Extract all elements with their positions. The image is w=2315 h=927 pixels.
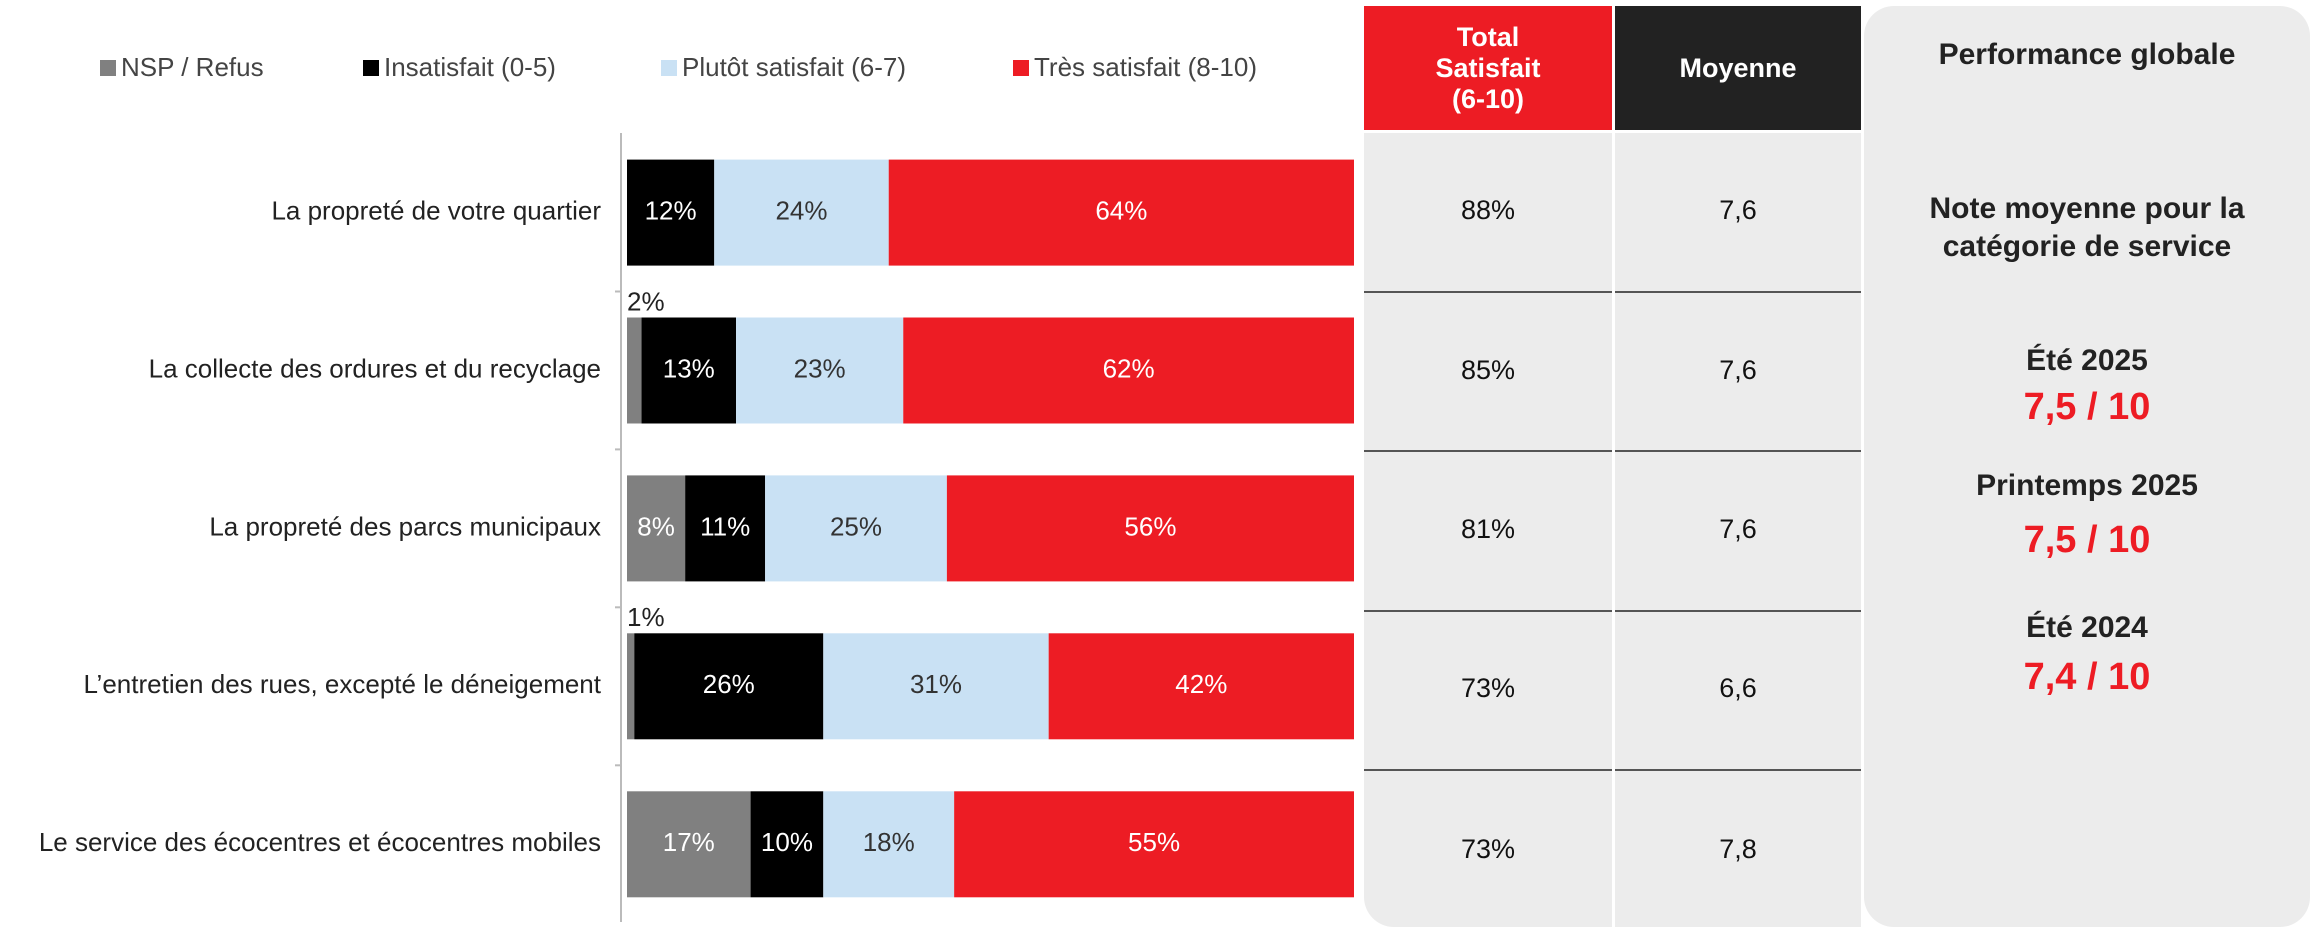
category-label: La collecte des ordures et du recyclage	[149, 353, 601, 383]
value-label: 62%	[1103, 353, 1155, 383]
period-score: 7,5 / 10	[2023, 519, 2151, 561]
value-label: 13%	[663, 353, 715, 383]
value-label: 64%	[1095, 195, 1147, 225]
bar-segment	[627, 159, 715, 266]
panel-subtitle: Note moyenne pour la	[1929, 192, 2245, 225]
value-label: 8%	[637, 511, 675, 541]
bar-segment	[736, 317, 904, 424]
period-label: Printemps 2025	[1976, 469, 2198, 502]
panel-title: Performance globale	[1938, 38, 2236, 71]
value-label: 18%	[863, 827, 915, 857]
column-separator	[1861, 0, 1864, 927]
table-cell: 81%	[1460, 514, 1516, 544]
header-text: Satisfait	[1435, 52, 1541, 83]
value-label: 11%	[700, 511, 750, 541]
table-cell: 88%	[1460, 195, 1516, 225]
value-label: 31%	[910, 669, 962, 699]
table-cell: 7,6	[1719, 195, 1757, 225]
table-cell: 7,6	[1719, 514, 1757, 544]
table-cell: 73%	[1460, 834, 1516, 864]
bar-segment	[903, 317, 1354, 424]
value-label: 2%	[627, 286, 665, 316]
legend-swatch	[100, 60, 116, 76]
bar-segment	[627, 317, 642, 424]
bar-segment	[750, 791, 824, 898]
table-cell: 6,6	[1719, 673, 1757, 703]
category-label: La propreté des parcs municipaux	[209, 511, 601, 541]
bar-segment	[765, 475, 947, 582]
column-separator	[1612, 133, 1615, 927]
period-score: 7,5 / 10	[2023, 386, 2151, 428]
legend-label: Plutôt satisfait (6-7)	[682, 52, 906, 82]
period-label: Été 2024	[2026, 611, 2148, 644]
bar-segment	[634, 633, 824, 740]
period-label: Été 2025	[2026, 344, 2148, 377]
value-label: 24%	[775, 195, 827, 225]
bar-segment	[946, 475, 1354, 582]
chart: NSP / Refus Insatisfait (0-5) Plutôt satis…	[39, 52, 1354, 922]
category-label: L’entretien des rues, excepté le déneige…	[84, 669, 602, 699]
value-label: 17%	[663, 827, 715, 857]
value-label: 42%	[1175, 669, 1227, 699]
bar-segment	[954, 791, 1354, 898]
table-cell: 73%	[1460, 673, 1516, 703]
bar-segment	[1048, 633, 1354, 740]
header-text: Total	[1456, 21, 1520, 52]
value-label: 1%	[627, 602, 665, 632]
table-cell: 7,6	[1719, 355, 1757, 385]
panel-subtitle: catégorie de service	[1942, 230, 2232, 263]
legend-label: NSP / Refus	[121, 52, 264, 82]
table-cell: 7,8	[1719, 834, 1757, 864]
bar-segment	[641, 317, 737, 424]
value-label: 10%	[761, 827, 813, 857]
bar-segment	[627, 791, 751, 898]
value-label: 55%	[1128, 827, 1180, 857]
legend-swatch	[363, 60, 379, 76]
value-label: 23%	[794, 353, 846, 383]
header-moyenne: Moyenne	[1615, 6, 1861, 130]
header-text: Moyenne	[1679, 52, 1797, 83]
value-label: 26%	[703, 669, 755, 699]
panel-bg	[1864, 6, 2310, 927]
legend-swatch	[1013, 60, 1029, 76]
bar-segment	[714, 159, 889, 266]
value-label: 56%	[1124, 511, 1176, 541]
value-label: 12%	[645, 195, 697, 225]
legend-label: Très satisfait (8-10)	[1034, 52, 1257, 82]
bar-segment	[888, 159, 1354, 266]
category-label: La propreté de votre quartier	[271, 195, 601, 225]
bar-segment	[627, 475, 686, 582]
category-label: Le service des écocentres et écocentres …	[39, 827, 601, 857]
legend-label: Insatisfait (0-5)	[384, 52, 556, 82]
header-text: (6-10)	[1451, 83, 1525, 114]
header-total: Total Satisfait (6-10)	[1364, 6, 1612, 130]
bar-segment	[627, 633, 635, 740]
bar-segment	[685, 475, 766, 582]
legend-swatch	[661, 60, 677, 76]
bar-segment	[823, 791, 955, 898]
bar-segment	[823, 633, 1049, 740]
table-cell: 85%	[1460, 355, 1516, 385]
value-label: 25%	[830, 511, 882, 541]
period-score: 7,4 / 10	[2023, 656, 2151, 698]
